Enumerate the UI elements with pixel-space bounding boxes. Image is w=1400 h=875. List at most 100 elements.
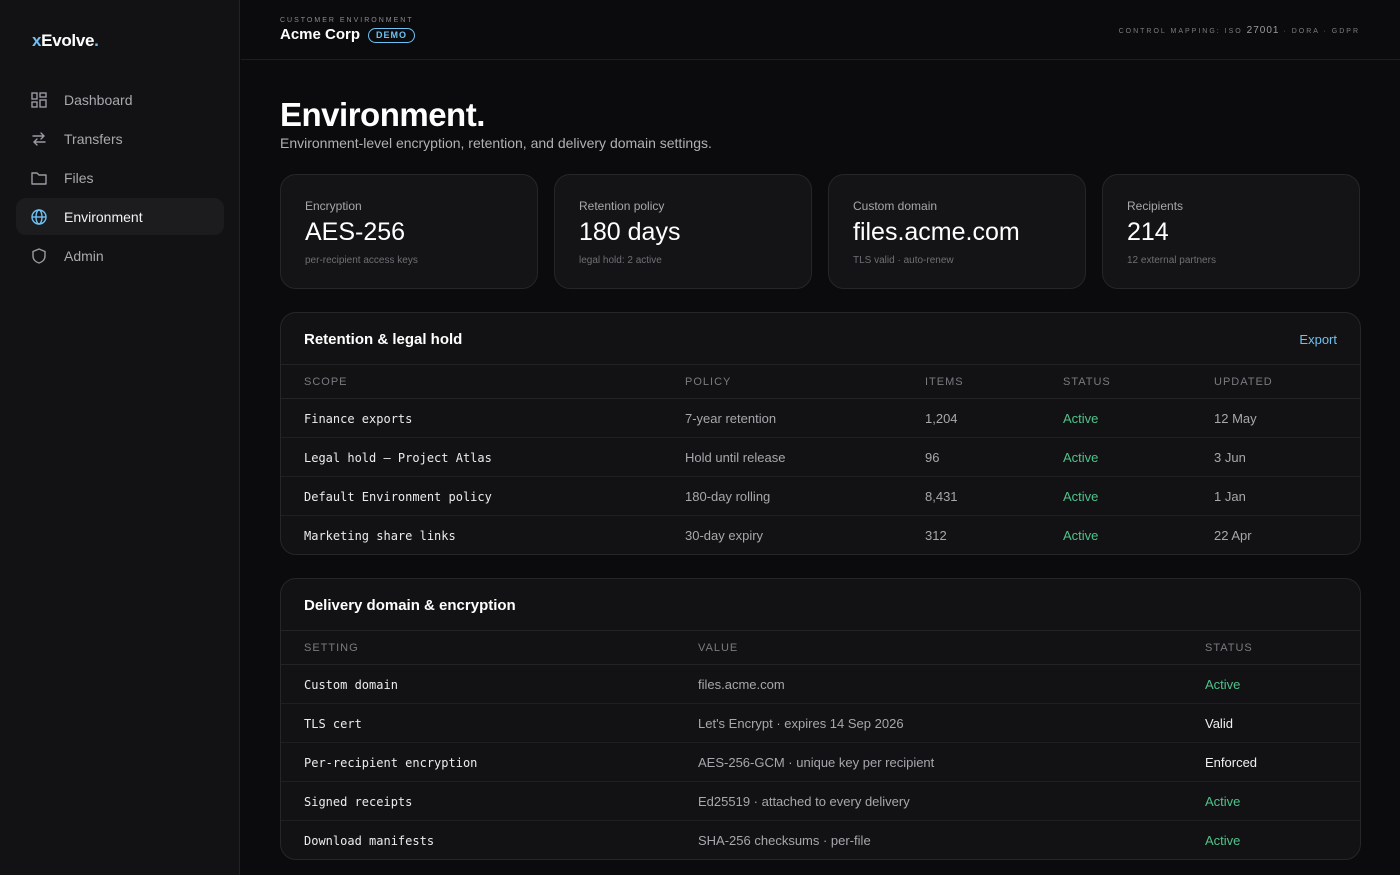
- brand-logo[interactable]: xEvolve.: [32, 31, 99, 51]
- cell-items: 8,431: [925, 489, 958, 504]
- status-badge: Active: [1063, 528, 1099, 543]
- page-subtitle: Environment-level encryption, retention,…: [280, 135, 712, 151]
- cell-setting: Signed receipts: [304, 795, 413, 809]
- sidebar-item-label: Environment: [64, 208, 143, 225]
- transfer-icon: [30, 130, 48, 148]
- logo-x: x: [32, 31, 42, 50]
- cell-items: 312: [925, 528, 947, 543]
- column-header-items[interactable]: ITEMS: [925, 376, 964, 388]
- status-badge: Active: [1205, 833, 1241, 848]
- table-header: SETTING VALUE STATUS: [281, 631, 1360, 665]
- stat-card-encryption: Encryption AES-256 per-recipient access …: [280, 174, 538, 289]
- cell-updated: 3 Jun: [1214, 450, 1246, 465]
- environment-label: CUSTOMER ENVIRONMENT: [280, 17, 414, 24]
- table-row[interactable]: Default Environment policy 180-day rolli…: [281, 477, 1360, 516]
- table-row[interactable]: Signed receipts Ed25519 · attached to ev…: [281, 782, 1360, 821]
- column-header-updated[interactable]: UPDATED: [1214, 376, 1273, 388]
- status-badge: Valid: [1205, 716, 1233, 731]
- column-header-policy[interactable]: POLICY: [685, 376, 732, 388]
- cell-value: SHA-256 checksums · per-file: [698, 833, 871, 848]
- shield-icon: [30, 247, 48, 265]
- cell-policy: 7-year retention: [685, 411, 777, 426]
- cell-policy: 180-day rolling: [685, 489, 771, 504]
- cell-updated: 1 Jan: [1214, 489, 1246, 504]
- delivery-panel: Delivery domain & encryption SETTING VAL…: [280, 578, 1361, 860]
- sidebar-item-environment[interactable]: Environment: [16, 198, 224, 235]
- logo-dot: .: [94, 31, 99, 50]
- stat-label: Retention policy: [579, 199, 665, 213]
- sidebar-item-label: Files: [64, 169, 94, 186]
- cell-policy: Hold until release: [685, 450, 786, 465]
- sidebar: xEvolve. Dashboard Transfers Files Envir…: [0, 0, 240, 875]
- table-row[interactable]: Legal hold — Project Atlas Hold until re…: [281, 438, 1360, 477]
- folder-icon: [30, 169, 48, 187]
- sidebar-item-label: Dashboard: [64, 91, 133, 108]
- retention-panel: Retention & legal hold Export SCOPE POLI…: [280, 312, 1361, 555]
- cell-updated: 12 May: [1214, 411, 1257, 426]
- table-row[interactable]: Download manifests SHA-256 checksums · p…: [281, 821, 1360, 859]
- cell-setting: Download manifests: [304, 834, 435, 848]
- page-title: Environment.: [280, 96, 485, 133]
- column-header-status[interactable]: STATUS: [1063, 376, 1111, 388]
- table-row[interactable]: TLS cert Let's Encrypt · expires 14 Sep …: [281, 704, 1360, 743]
- export-button[interactable]: Export: [1299, 332, 1337, 347]
- cell-value: files.acme.com: [698, 677, 785, 692]
- status-badge: Enforced: [1205, 755, 1258, 770]
- panel-title: Delivery domain & encryption: [304, 597, 516, 614]
- control-mapping-iso-number: 27001: [1246, 25, 1280, 36]
- control-mapping-prefix: CONTROL MAPPING: ISO: [1118, 28, 1243, 35]
- dashboard-icon: [30, 91, 48, 109]
- status-badge: Active: [1063, 411, 1099, 426]
- environment-name[interactable]: Acme Corp: [280, 26, 361, 43]
- status-badge: Active: [1063, 489, 1099, 504]
- column-header-status[interactable]: STATUS: [1205, 642, 1253, 654]
- stat-value: 180 days: [579, 218, 681, 246]
- status-badge: Active: [1063, 450, 1099, 465]
- panel-title: Retention & legal hold: [304, 331, 463, 348]
- top-bar: CUSTOMER ENVIRONMENT Acme Corp DEMO CONT…: [241, 0, 1400, 60]
- column-header-value[interactable]: VALUE: [698, 642, 739, 654]
- control-mapping-suffix: · DORA · GDPR: [1283, 28, 1360, 35]
- table-row[interactable]: Marketing share links 30-day expiry 312 …: [281, 516, 1360, 554]
- cell-scope: Default Environment policy: [304, 490, 492, 504]
- status-badge: Active: [1205, 794, 1241, 809]
- panel-header: Retention & legal hold Export: [281, 313, 1360, 365]
- cell-items: 96: [925, 450, 940, 465]
- cell-scope: Finance exports: [304, 412, 413, 426]
- logo-name: Evolve: [41, 31, 95, 50]
- cell-setting: Per-recipient encryption: [304, 756, 478, 770]
- stat-value: files.acme.com: [853, 218, 1020, 246]
- sidebar-item-transfers[interactable]: Transfers: [16, 120, 224, 157]
- stat-note: TLS valid · auto-renew: [853, 255, 954, 266]
- stat-card-retention: Retention policy 180 days legal hold: 2 …: [554, 174, 812, 289]
- cell-scope: Marketing share links: [304, 529, 456, 543]
- panel-header: Delivery domain & encryption: [281, 579, 1360, 631]
- demo-badge: DEMO: [368, 28, 415, 43]
- cell-setting: Custom domain: [304, 678, 398, 692]
- sidebar-item-label: Admin: [64, 247, 104, 264]
- status-badge: Active: [1205, 677, 1241, 692]
- cell-policy: 30-day expiry: [685, 528, 764, 543]
- stat-value: 214: [1127, 218, 1169, 246]
- column-header-setting[interactable]: SETTING: [304, 642, 359, 654]
- control-mapping: CONTROL MAPPING: ISO 27001 · DORA · GDPR: [1119, 25, 1360, 36]
- cell-setting: TLS cert: [304, 717, 362, 731]
- cell-items: 1,204: [925, 411, 958, 426]
- sidebar-item-dashboard[interactable]: Dashboard: [16, 81, 224, 118]
- stat-note: per-recipient access keys: [305, 255, 418, 266]
- cell-value: AES-256-GCM · unique key per recipient: [698, 755, 935, 770]
- table-header: SCOPE POLICY ITEMS STATUS UPDATED: [281, 365, 1360, 399]
- cell-value: Ed25519 · attached to every delivery: [698, 794, 910, 809]
- sidebar-nav: Dashboard Transfers Files Environment Ad…: [16, 81, 224, 276]
- cell-scope: Legal hold — Project Atlas: [304, 451, 492, 465]
- sidebar-item-label: Transfers: [64, 130, 123, 147]
- sidebar-item-files[interactable]: Files: [16, 159, 224, 196]
- column-header-scope[interactable]: SCOPE: [304, 376, 348, 388]
- table-row[interactable]: Custom domain files.acme.com Active: [281, 665, 1360, 704]
- stat-card-custom-domain: Custom domain files.acme.com TLS valid ·…: [828, 174, 1086, 289]
- stat-note: 12 external partners: [1127, 255, 1216, 266]
- table-row[interactable]: Finance exports 7-year retention 1,204 A…: [281, 399, 1360, 438]
- table-row[interactable]: Per-recipient encryption AES-256-GCM · u…: [281, 743, 1360, 782]
- stat-label: Recipients: [1127, 199, 1184, 213]
- sidebar-item-admin[interactable]: Admin: [16, 237, 224, 274]
